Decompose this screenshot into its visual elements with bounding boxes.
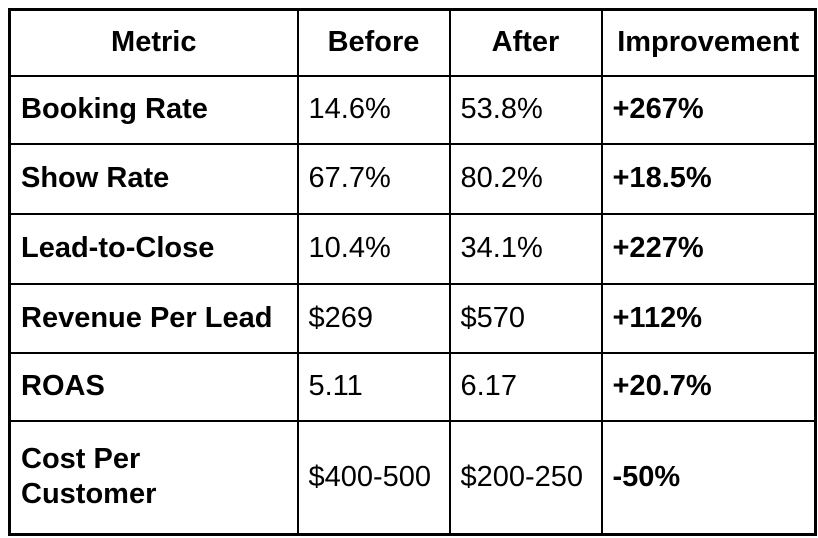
metric-cell: Lead-to-Close	[8, 212, 299, 285]
before-cell: 67.7%	[296, 142, 451, 215]
column-header-after: After	[448, 8, 603, 77]
column-header-improvement: Improvement	[600, 8, 817, 77]
table-row: ROAS 5.11 6.17 +20.7%	[8, 351, 817, 422]
table-row: Booking Rate 14.6% 53.8% +267%	[8, 74, 817, 145]
improvement-cell: +227%	[600, 212, 817, 285]
after-cell: $570	[448, 282, 603, 354]
table-row: Revenue Per Lead $269 $570 +112%	[8, 282, 817, 354]
table-row: Lead-to-Close 10.4% 34.1% +227%	[8, 212, 817, 285]
column-header-metric: Metric	[8, 8, 299, 77]
before-cell: 10.4%	[296, 212, 451, 285]
before-cell: 5.11	[296, 351, 451, 422]
column-header-before: Before	[296, 8, 451, 77]
metric-cell: ROAS	[8, 351, 299, 422]
after-cell: 34.1%	[448, 212, 603, 285]
improvement-cell: -50%	[600, 419, 817, 536]
after-cell: 6.17	[448, 351, 603, 422]
before-cell: $400-500	[296, 419, 451, 536]
metric-cell: Revenue Per Lead	[8, 282, 299, 354]
table-row: Show Rate 67.7% 80.2% +18.5%	[8, 142, 817, 215]
improvement-cell: +112%	[600, 282, 817, 354]
after-cell: $200-250	[448, 419, 603, 536]
improvement-cell: +18.5%	[600, 142, 817, 215]
improvement-cell: +267%	[600, 74, 817, 145]
header-row: Metric Before After Improvement	[8, 8, 817, 77]
metrics-comparison-table: Metric Before After Improvement Booking …	[8, 8, 817, 536]
before-cell: 14.6%	[296, 74, 451, 145]
after-cell: 53.8%	[448, 74, 603, 145]
table-row: Cost Per Customer $400-500 $200-250 -50%	[8, 419, 817, 536]
metrics-comparison-table-container: Metric Before After Improvement Booking …	[8, 8, 817, 536]
after-cell: 80.2%	[448, 142, 603, 215]
improvement-cell: +20.7%	[600, 351, 817, 422]
metric-cell: Booking Rate	[8, 74, 299, 145]
before-cell: $269	[296, 282, 451, 354]
metric-cell: Cost Per Customer	[8, 419, 299, 536]
metric-cell: Show Rate	[8, 142, 299, 215]
